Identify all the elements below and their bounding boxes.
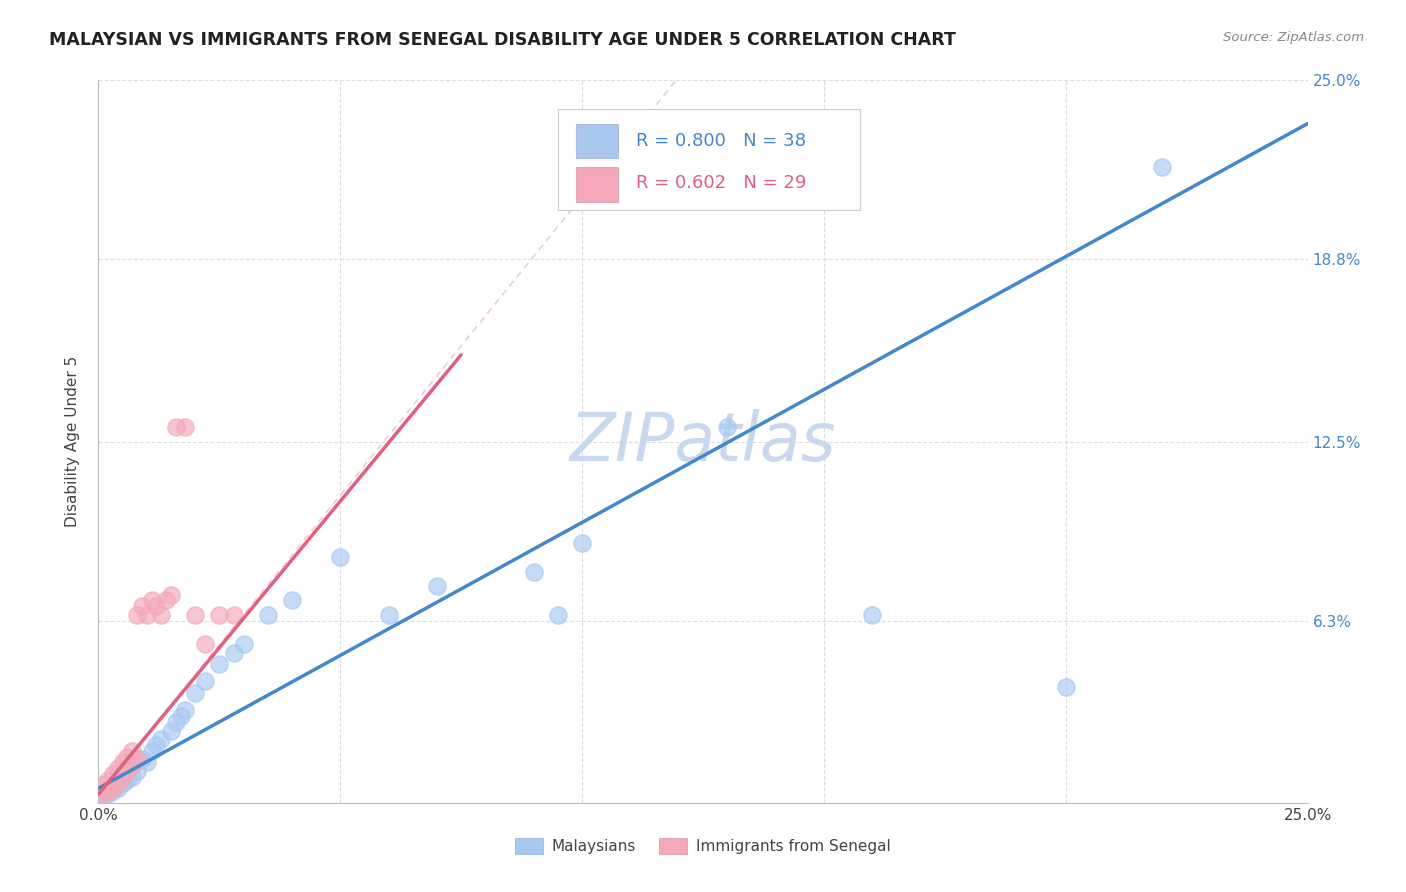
Point xyxy=(101,781,124,796)
Point xyxy=(127,607,149,622)
Point xyxy=(150,607,173,622)
Point xyxy=(91,787,114,801)
Point xyxy=(426,579,449,593)
Point xyxy=(101,784,124,798)
Point xyxy=(222,646,245,660)
Text: Source: ZipAtlas.com: Source: ZipAtlas.com xyxy=(1223,31,1364,45)
Point xyxy=(194,637,217,651)
Point xyxy=(174,420,197,434)
Text: MALAYSIAN VS IMMIGRANTS FROM SENEGAL DISABILITY AGE UNDER 5 CORRELATION CHART: MALAYSIAN VS IMMIGRANTS FROM SENEGAL DIS… xyxy=(49,31,956,49)
Text: R = 0.602   N = 29: R = 0.602 N = 29 xyxy=(637,174,807,192)
Y-axis label: Disability Age Under 5: Disability Age Under 5 xyxy=(65,356,80,527)
Point xyxy=(150,732,173,747)
FancyBboxPatch shape xyxy=(576,124,619,158)
Point xyxy=(117,772,139,787)
Point xyxy=(121,744,143,758)
FancyBboxPatch shape xyxy=(576,167,619,202)
Point xyxy=(232,637,254,651)
Point xyxy=(155,593,177,607)
Point xyxy=(194,674,217,689)
Point xyxy=(107,761,129,775)
Point xyxy=(860,607,883,622)
Point xyxy=(160,723,183,738)
Text: R = 0.800   N = 38: R = 0.800 N = 38 xyxy=(637,132,807,150)
Point xyxy=(117,749,139,764)
Point xyxy=(101,779,124,793)
Legend: Malaysians, Immigrants from Senegal: Malaysians, Immigrants from Senegal xyxy=(509,832,897,860)
Point xyxy=(135,756,157,770)
Point xyxy=(97,787,120,801)
Point xyxy=(121,758,143,772)
Point xyxy=(281,593,304,607)
Point xyxy=(141,593,163,607)
Point xyxy=(571,535,593,549)
Point xyxy=(91,790,114,805)
Point xyxy=(121,758,143,772)
Point xyxy=(107,775,129,789)
Point xyxy=(547,607,569,622)
Point xyxy=(377,607,399,622)
Point xyxy=(208,657,231,671)
Point xyxy=(523,565,546,579)
Point xyxy=(174,703,197,717)
Text: ZIPatlas: ZIPatlas xyxy=(569,409,837,475)
Point xyxy=(97,784,120,798)
Point xyxy=(184,686,207,700)
Point xyxy=(111,775,134,789)
Point xyxy=(184,607,207,622)
Point xyxy=(165,420,187,434)
Point xyxy=(111,756,134,770)
Point xyxy=(101,767,124,781)
Point xyxy=(329,550,352,565)
Point xyxy=(117,764,139,778)
Point xyxy=(131,599,153,614)
Point xyxy=(107,781,129,796)
Point xyxy=(145,599,167,614)
Point xyxy=(1152,160,1174,174)
Point xyxy=(145,738,167,752)
Point xyxy=(111,767,134,781)
Point xyxy=(165,714,187,729)
Point xyxy=(716,420,738,434)
Point xyxy=(131,752,153,766)
Point xyxy=(169,709,191,723)
Point xyxy=(141,744,163,758)
Point xyxy=(208,607,231,622)
Point xyxy=(121,770,143,784)
Point xyxy=(127,764,149,778)
Point xyxy=(117,761,139,775)
Point xyxy=(256,607,278,622)
Point xyxy=(97,772,120,787)
Point xyxy=(127,752,149,766)
Point xyxy=(135,607,157,622)
Point xyxy=(222,607,245,622)
Point xyxy=(91,779,114,793)
FancyBboxPatch shape xyxy=(558,109,860,211)
Point xyxy=(111,770,134,784)
Point xyxy=(160,588,183,602)
Point xyxy=(1054,680,1077,694)
